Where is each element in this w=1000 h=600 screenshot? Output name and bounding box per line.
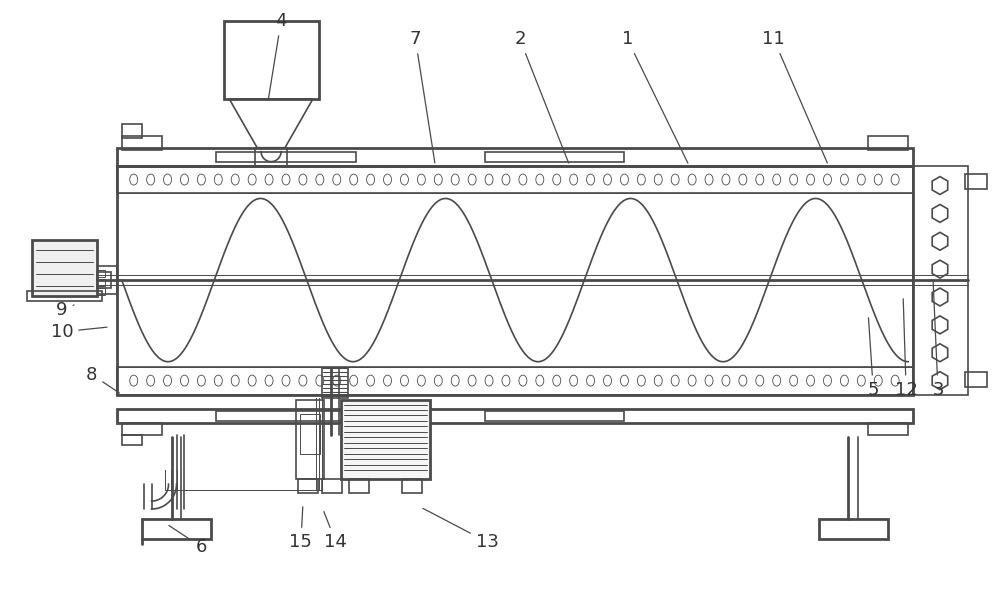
- Text: 11: 11: [762, 30, 827, 163]
- Bar: [255, 148, 287, 166]
- Text: 1: 1: [622, 30, 688, 163]
- Text: 10: 10: [51, 323, 107, 341]
- Bar: [402, 479, 422, 493]
- Bar: [117, 148, 913, 166]
- Bar: [224, 21, 319, 99]
- Text: 4: 4: [269, 12, 287, 98]
- Bar: [296, 400, 324, 479]
- Text: 14: 14: [324, 512, 347, 551]
- Bar: [117, 166, 913, 395]
- Bar: [216, 152, 356, 161]
- Bar: [95, 266, 117, 294]
- Bar: [819, 519, 888, 539]
- Bar: [300, 415, 320, 454]
- Bar: [97, 288, 105, 295]
- Text: 13: 13: [423, 508, 498, 551]
- Bar: [97, 270, 105, 277]
- Bar: [322, 479, 342, 493]
- Bar: [868, 136, 908, 149]
- Bar: [117, 166, 913, 193]
- Text: 12: 12: [895, 299, 918, 398]
- Bar: [122, 124, 142, 138]
- Bar: [965, 371, 987, 386]
- Text: 8: 8: [86, 365, 119, 393]
- Bar: [913, 166, 968, 395]
- Bar: [122, 424, 162, 436]
- Bar: [485, 412, 624, 421]
- Bar: [32, 240, 97, 296]
- Bar: [97, 279, 105, 286]
- Bar: [322, 368, 348, 398]
- Bar: [117, 409, 913, 424]
- Bar: [142, 519, 211, 539]
- Bar: [117, 367, 913, 395]
- Text: 7: 7: [410, 30, 435, 163]
- Bar: [349, 479, 369, 493]
- Text: 9: 9: [56, 301, 74, 319]
- Text: 3: 3: [932, 281, 944, 398]
- Bar: [868, 424, 908, 436]
- Bar: [298, 479, 318, 493]
- Bar: [965, 173, 987, 188]
- Bar: [122, 136, 162, 149]
- Text: 5: 5: [868, 318, 879, 398]
- Bar: [122, 436, 142, 445]
- Bar: [27, 291, 102, 301]
- Bar: [97, 272, 111, 288]
- Bar: [485, 152, 624, 161]
- Bar: [216, 412, 356, 421]
- Text: 2: 2: [514, 30, 569, 163]
- Text: 6: 6: [169, 526, 207, 556]
- Text: 15: 15: [289, 507, 312, 551]
- Bar: [341, 400, 430, 479]
